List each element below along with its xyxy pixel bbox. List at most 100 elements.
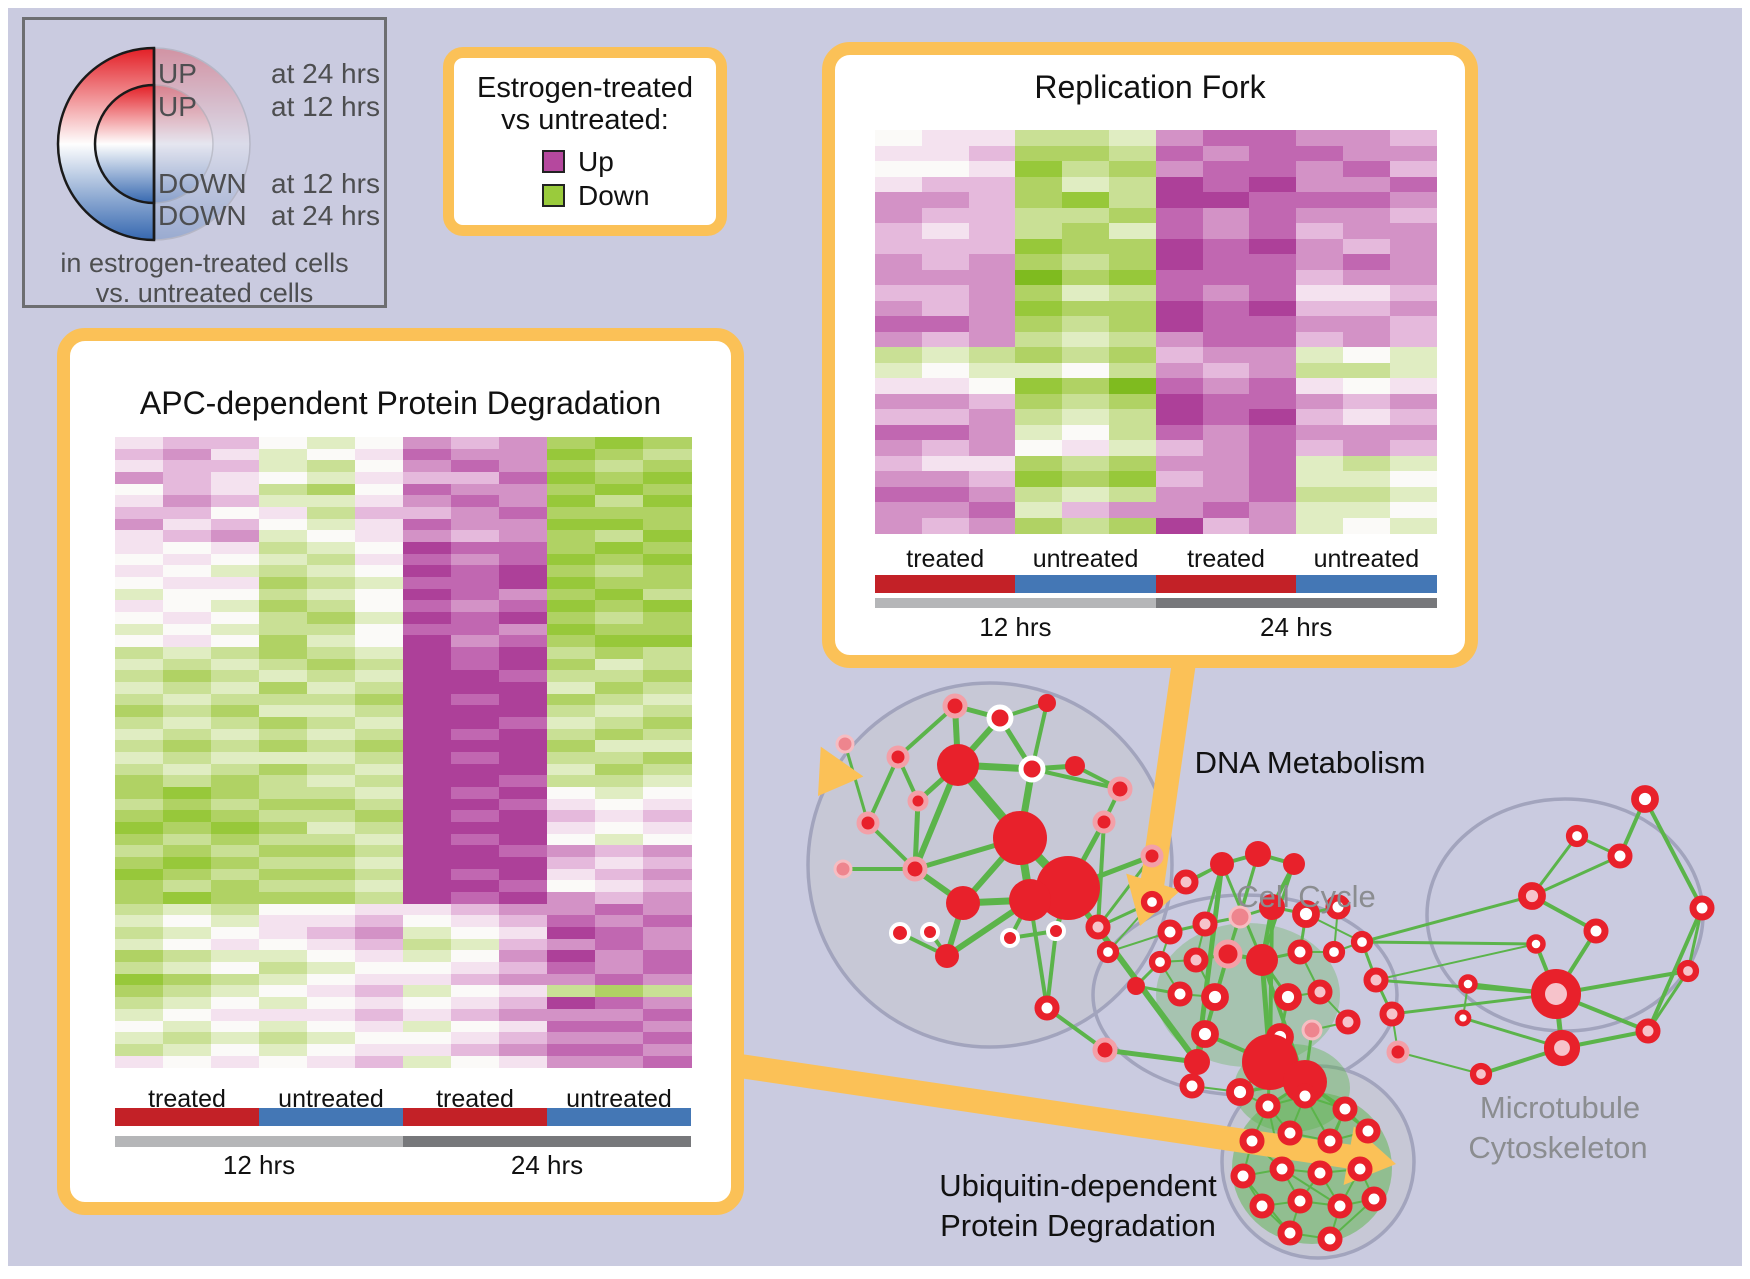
heatmap-cell [1202,223,1250,240]
gene-node [1239,1128,1265,1154]
heatmap-cell [1155,440,1204,457]
heatmap-cell [307,775,356,788]
heatmap-cell [643,658,692,671]
heatmap-cell [1109,192,1157,209]
gene-node [1173,869,1199,895]
heatmap-cell [403,962,452,975]
heatmap-cell [115,740,164,753]
heatmap-cell [259,833,308,847]
group-color-bar [1015,575,1156,593]
heatmap-cell [1249,502,1297,519]
heatmap-cell [547,1043,596,1057]
heatmap-cell [499,775,548,788]
heatmap-cell [211,868,260,882]
heatmap-cell [451,868,500,882]
gene-node [1210,852,1234,876]
heatmap-cell [547,448,596,461]
heatmap-cell [1109,223,1157,240]
heatmap-cell [547,880,596,893]
heatmap-cell [1296,517,1344,534]
heatmap-cell [1015,455,1063,472]
heatmap-cell [1155,161,1204,178]
heatmap-cell [595,1055,644,1068]
heatmap-cell [595,670,644,683]
heatmap-cell [211,472,260,485]
heatmap-cell [875,238,923,255]
heatmap-cell [403,868,452,882]
heatmap-cell [307,962,356,975]
heatmap-cell [307,740,356,753]
cluster-label-ubiquitin-line2: Protein Degradation [940,1208,1216,1243]
gene-node [1157,919,1183,945]
gene-node [1454,1009,1472,1027]
heatmap-cell [163,693,212,706]
heatmap-cell [643,950,692,963]
gene-node [902,856,928,882]
heatmap-cell [307,868,356,882]
heatmap-cell [355,565,404,578]
heatmap-cell [115,635,164,648]
heatmap-cell [355,915,404,928]
heatmap-cell [1343,316,1391,333]
heatmap-cell [499,472,548,485]
heatmap-cell [403,1032,452,1045]
network-edge [843,743,870,824]
heatmap-cell [1155,254,1204,271]
heatmap-cell [547,903,596,917]
heatmap-cell [1389,130,1438,147]
heatmap-cell [451,775,500,788]
heatmap-cell [547,822,596,835]
heatmap-cell [643,623,692,636]
heatmap-cell [1155,192,1204,209]
heatmap-cell [875,440,923,457]
heatmap-cell [643,740,692,753]
group-label: treated [1187,545,1265,573]
heatmap-cell [1202,378,1250,395]
heatmap-cell [1109,254,1157,271]
heatmap-cell [451,740,500,753]
heatmap-cell [115,600,164,613]
heatmap-cell [259,927,308,940]
time-label: 12 hrs [979,612,1052,642]
updown-color-legend: Estrogen-treated vs untreated: Up Down [443,47,727,236]
heatmap-cell [1109,300,1157,317]
heatmap-cell [1015,362,1063,379]
replication-fork-title: Replication Fork [1034,69,1266,105]
heatmap-cell [1109,517,1157,534]
updown-title-line2: vs untreated: [501,104,669,136]
gene-node [1277,1220,1303,1246]
heatmap-cell [259,530,308,543]
heatmap-cell [115,775,164,788]
heatmap-cell [595,565,644,578]
heatmap-cell [1155,455,1204,472]
heatmap-cell [1202,347,1250,364]
heatmap-cell [403,693,452,706]
heatmap-cell [1202,145,1250,162]
heatmap-cell [643,927,692,940]
heatmap-cell [1249,393,1297,410]
heatmap-cell [403,752,452,765]
heatmap-cell [163,483,212,496]
heatmap-cell [875,130,923,147]
heatmap-cell [968,145,1016,162]
heatmap-cell [1249,517,1297,534]
heatmap-cell [163,892,212,905]
heatmap-cell [355,472,404,485]
heatmap-cell [1343,269,1391,286]
heatmap-cell [643,938,692,952]
heatmap-cell [115,810,164,823]
heatmap-cell [211,798,260,812]
heatmap-cell [499,612,548,625]
gene-node [1107,776,1133,802]
heatmap-cell [1015,192,1063,209]
heatmap-cell [211,518,260,531]
heatmap-cell [403,472,452,485]
gene-node [1322,940,1346,964]
gene-node [1230,1163,1256,1189]
heatmap-cell [1015,331,1063,348]
heatmap-cell [451,658,500,671]
heatmap-cell [451,635,500,648]
heatmap-cell [403,845,452,858]
heatmap-cell [115,857,164,870]
heatmap-cell [1389,347,1438,364]
